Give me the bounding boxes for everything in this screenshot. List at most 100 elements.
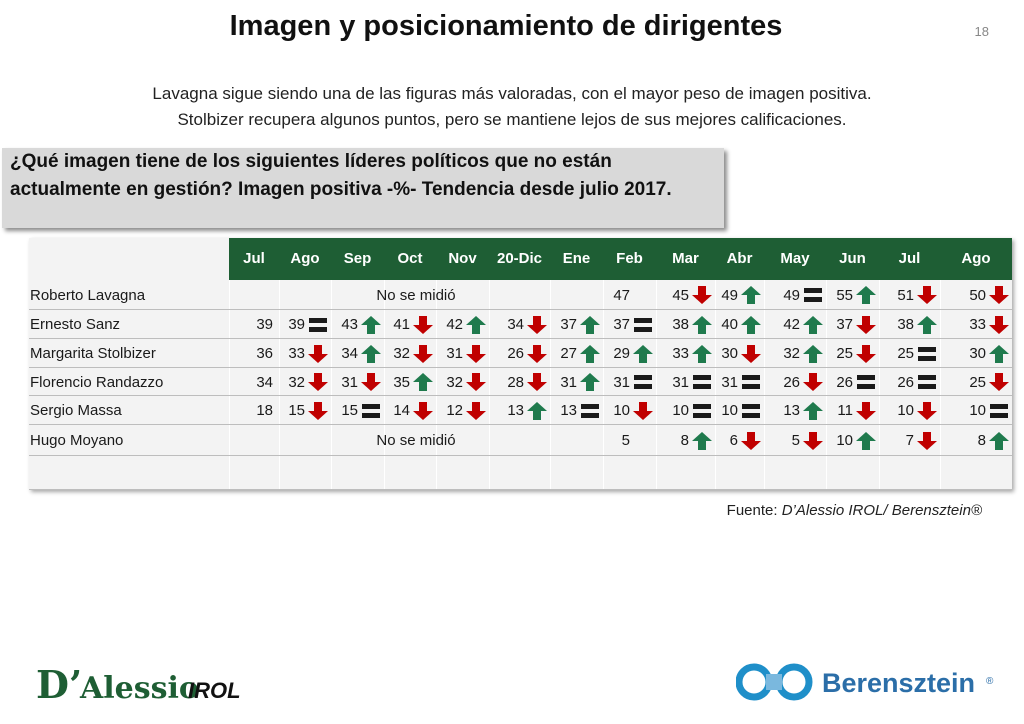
column-header: Jun bbox=[839, 250, 866, 267]
row-label: Florencio Randazzo bbox=[30, 373, 164, 391]
row-label: Roberto Lavagna bbox=[30, 286, 146, 304]
arrow-down-icon bbox=[633, 402, 653, 420]
value-label: 10 bbox=[613, 402, 630, 419]
value-cell: 13 bbox=[550, 396, 603, 425]
arrow-up-icon bbox=[692, 345, 712, 363]
value-label: 5 bbox=[621, 432, 630, 449]
source-name: D’Alessio IROL/ Berensztein® bbox=[781, 502, 982, 519]
column-divider bbox=[715, 280, 716, 490]
value-label: 39 bbox=[256, 316, 273, 333]
arrow-down-icon bbox=[413, 402, 433, 420]
arrow-down-icon bbox=[989, 316, 1009, 334]
value-label: 32 bbox=[288, 373, 305, 391]
arrow-up-icon bbox=[580, 316, 600, 334]
arrow-up-icon bbox=[361, 316, 381, 334]
arrow-up-icon bbox=[989, 345, 1009, 363]
value-cell: 12 bbox=[436, 396, 489, 425]
value-cell: 10 bbox=[715, 396, 764, 425]
column-divider bbox=[879, 280, 880, 490]
column-header: Mar bbox=[672, 250, 699, 267]
arrow-up-icon bbox=[989, 432, 1009, 450]
value-label: 40 bbox=[721, 316, 738, 333]
equal-icon bbox=[634, 318, 652, 332]
value-label: 37 bbox=[836, 316, 853, 333]
arrow-up-icon bbox=[856, 286, 876, 304]
arrow-down-icon bbox=[692, 286, 712, 304]
value-cell: 26 bbox=[489, 339, 550, 368]
value-cell: 55 bbox=[826, 280, 879, 310]
arrow-down-icon bbox=[466, 402, 486, 420]
value-cell: 11 bbox=[826, 396, 879, 425]
value-cell: 38 bbox=[879, 310, 940, 339]
value-cell: 5 bbox=[603, 425, 656, 456]
value-label: 27 bbox=[560, 345, 577, 362]
page-title: Imagen y posicionamiento de dirigentes bbox=[229, 10, 783, 42]
value-label: 32 bbox=[783, 345, 800, 362]
value-cell: 26 bbox=[826, 368, 879, 396]
arrow-up-icon bbox=[741, 316, 761, 334]
arrow-down-icon bbox=[308, 345, 328, 363]
value-label: 31 bbox=[672, 373, 689, 391]
row-label: Margarita Stolbizer bbox=[30, 345, 156, 362]
arrow-down-icon bbox=[917, 432, 937, 450]
value-label: 25 bbox=[897, 345, 914, 362]
value-label: 10 bbox=[969, 402, 986, 419]
value-label: 32 bbox=[446, 373, 463, 391]
value-cell: 25 bbox=[940, 368, 1012, 396]
value-cell: 5 bbox=[764, 425, 826, 456]
value-cell: 49 bbox=[764, 280, 826, 310]
equal-icon bbox=[581, 404, 599, 418]
arrow-up-icon bbox=[361, 345, 381, 363]
value-cell: 31 bbox=[436, 339, 489, 368]
value-cell: 32 bbox=[436, 368, 489, 396]
value-label: 15 bbox=[341, 402, 358, 419]
value-cell: 26 bbox=[879, 368, 940, 396]
value-label: 47 bbox=[613, 286, 630, 304]
value-label: 14 bbox=[393, 402, 410, 419]
value-label: 26 bbox=[836, 373, 853, 391]
value-cell: 13 bbox=[764, 396, 826, 425]
arrow-down-icon bbox=[989, 373, 1009, 391]
value-label: 43 bbox=[341, 316, 358, 333]
svg-text:D’: D’ bbox=[36, 662, 82, 706]
value-cell: 10 bbox=[603, 396, 656, 425]
question-text: ¿Qué imagen tiene de los siguientes líde… bbox=[10, 151, 672, 200]
arrow-up-icon bbox=[856, 432, 876, 450]
row-divider bbox=[29, 367, 1012, 368]
value-label: 31 bbox=[613, 373, 630, 391]
value-cell: 34 bbox=[489, 310, 550, 339]
table-row: Roberto Lavagna No se midió 47 45 49 49 55 51 50 bbox=[29, 280, 1012, 310]
subtitle-line-1: Lavagna sigue siendo una de las figuras … bbox=[152, 84, 872, 103]
column-header: Feb bbox=[616, 250, 643, 267]
column-divider bbox=[384, 280, 385, 490]
arrow-down-icon bbox=[466, 345, 486, 363]
equal-icon bbox=[362, 404, 380, 418]
value-cell: 40 bbox=[715, 310, 764, 339]
arrow-up-icon bbox=[633, 345, 653, 363]
arrow-down-icon bbox=[917, 402, 937, 420]
value-cell: 37 bbox=[826, 310, 879, 339]
value-cell: 31 bbox=[603, 368, 656, 396]
arrow-up-icon bbox=[803, 316, 823, 334]
page-number: 18 bbox=[974, 24, 989, 39]
arrow-down-icon bbox=[803, 432, 823, 450]
value-cell: 42 bbox=[436, 310, 489, 339]
value-label: 31 bbox=[341, 373, 358, 391]
column-header: Oct bbox=[397, 250, 423, 267]
arrow-down-icon bbox=[527, 316, 547, 334]
value-cell: 41 bbox=[384, 310, 436, 339]
value-cell: 25 bbox=[826, 339, 879, 368]
value-cell: 50 bbox=[940, 280, 1012, 310]
value-cell: 37 bbox=[550, 310, 603, 339]
value-label: 42 bbox=[783, 316, 800, 333]
value-label: 15 bbox=[288, 402, 305, 419]
value-label: 29 bbox=[613, 345, 630, 362]
column-header: Ago bbox=[961, 250, 991, 267]
value-label: 36 bbox=[256, 345, 273, 362]
value-label: 25 bbox=[969, 373, 986, 391]
value-cell: 43 bbox=[331, 310, 384, 339]
value-label: 10 bbox=[672, 402, 689, 419]
value-label: 30 bbox=[969, 345, 986, 362]
table-header: Jul Ago Sep Oct Nov 20-Dic Ene Feb Mar Abr May Jun J… bbox=[229, 238, 1012, 280]
value-cell: 36 bbox=[229, 339, 279, 368]
